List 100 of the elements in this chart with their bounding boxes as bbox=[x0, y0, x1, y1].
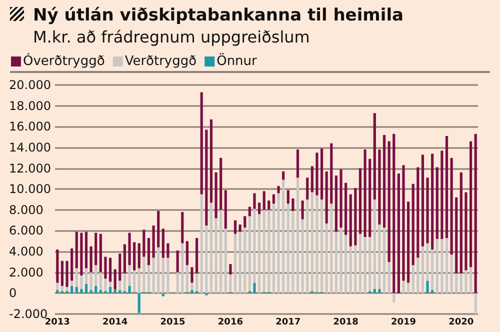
bar bbox=[56, 249, 59, 283]
bar bbox=[253, 208, 256, 283]
bar bbox=[157, 210, 160, 248]
bar bbox=[334, 176, 338, 232]
bar bbox=[224, 228, 227, 294]
bar bbox=[190, 290, 194, 294]
bar bbox=[474, 293, 477, 314]
bar bbox=[258, 202, 261, 214]
bar bbox=[440, 239, 444, 294]
bar bbox=[66, 286, 68, 292]
bar bbox=[268, 200, 270, 210]
bar bbox=[354, 188, 357, 246]
bar bbox=[426, 280, 429, 294]
bar bbox=[133, 242, 136, 270]
bar bbox=[306, 200, 309, 294]
bar bbox=[460, 273, 462, 294]
x-tick-label: 2016 bbox=[218, 318, 243, 328]
bar bbox=[282, 180, 285, 294]
bar bbox=[469, 267, 472, 294]
bar bbox=[373, 113, 376, 200]
bar bbox=[108, 282, 112, 287]
bar bbox=[196, 238, 198, 274]
bar bbox=[128, 232, 131, 266]
bar bbox=[325, 171, 328, 224]
bar bbox=[421, 154, 424, 246]
bar bbox=[344, 182, 348, 235]
bar bbox=[60, 260, 64, 286]
bar bbox=[128, 265, 131, 286]
bar bbox=[464, 192, 468, 270]
bar bbox=[84, 284, 88, 294]
bar bbox=[286, 190, 290, 204]
bar bbox=[392, 293, 396, 303]
bar bbox=[94, 232, 98, 266]
bar bbox=[238, 224, 242, 232]
bar bbox=[407, 202, 410, 283]
bar bbox=[445, 238, 448, 294]
bar bbox=[133, 270, 136, 292]
bar bbox=[104, 256, 107, 279]
bar bbox=[114, 269, 116, 290]
bar bbox=[94, 286, 98, 294]
bar bbox=[75, 286, 78, 294]
bar bbox=[301, 219, 304, 294]
bar bbox=[196, 273, 198, 292]
y-tick-label: 14.000 bbox=[9, 140, 51, 154]
bar bbox=[378, 224, 381, 290]
bar bbox=[344, 234, 348, 294]
bar bbox=[450, 254, 453, 294]
bar bbox=[99, 290, 102, 294]
bar bbox=[90, 272, 92, 290]
bar bbox=[80, 289, 83, 294]
bar bbox=[416, 258, 420, 294]
bar bbox=[277, 186, 280, 194]
bar bbox=[224, 190, 227, 229]
bar bbox=[210, 119, 213, 203]
bar bbox=[388, 141, 390, 262]
bar bbox=[431, 249, 434, 290]
bar bbox=[310, 166, 314, 192]
bar bbox=[244, 228, 246, 294]
bar bbox=[84, 232, 88, 268]
bar bbox=[286, 204, 290, 294]
bar bbox=[142, 256, 146, 292]
bar bbox=[310, 192, 314, 292]
bar bbox=[200, 194, 203, 294]
bar bbox=[402, 280, 405, 294]
bar bbox=[94, 265, 98, 286]
bar bbox=[118, 280, 122, 290]
bar bbox=[364, 236, 366, 294]
bar bbox=[142, 230, 146, 257]
y-tick-label: 12.000 bbox=[9, 161, 51, 176]
bar bbox=[268, 210, 270, 292]
bar bbox=[378, 289, 381, 294]
bar bbox=[340, 169, 342, 228]
bar bbox=[426, 178, 429, 244]
x-tick-label: 2019 bbox=[390, 318, 416, 328]
bar bbox=[80, 275, 83, 290]
bar bbox=[186, 265, 188, 292]
bar bbox=[282, 171, 285, 180]
bar bbox=[330, 204, 333, 294]
x-tick-label: 2015 bbox=[160, 318, 186, 328]
bar bbox=[397, 173, 400, 294]
bar bbox=[373, 289, 376, 294]
bar bbox=[108, 286, 112, 294]
x-tick-label: 2017 bbox=[276, 318, 301, 328]
bar bbox=[166, 243, 170, 258]
legend-label: Verðtryggð bbox=[124, 54, 197, 69]
bar bbox=[123, 244, 126, 274]
bar bbox=[220, 210, 222, 294]
bar bbox=[292, 198, 294, 211]
bar bbox=[205, 130, 208, 226]
bar bbox=[416, 167, 420, 258]
bar bbox=[138, 293, 140, 313]
y-tick-label: 8.000 bbox=[9, 202, 44, 217]
bar bbox=[292, 210, 294, 294]
bar bbox=[99, 234, 102, 272]
y-tick-label: 2.000 bbox=[9, 265, 44, 280]
bar bbox=[234, 220, 237, 234]
bar bbox=[229, 274, 232, 292]
bar bbox=[108, 258, 112, 282]
bar bbox=[214, 218, 218, 294]
bar bbox=[60, 286, 64, 292]
